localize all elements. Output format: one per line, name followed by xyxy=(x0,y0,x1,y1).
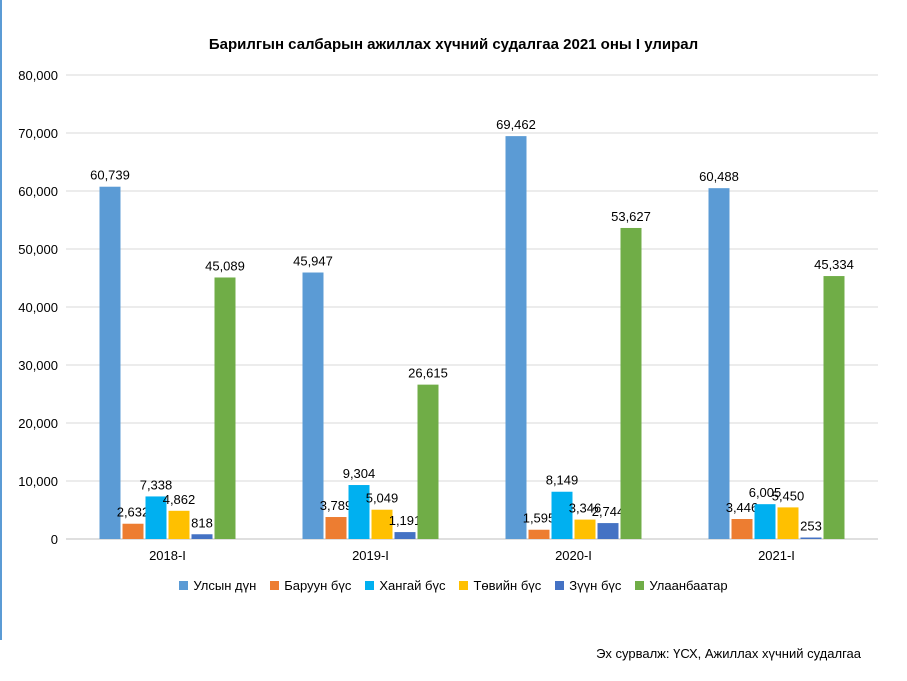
y-tick-label: 30,000 xyxy=(18,358,58,373)
data-label: 69,462 xyxy=(496,117,536,132)
y-tick-label: 60,000 xyxy=(18,184,58,199)
data-label: 818 xyxy=(191,515,213,530)
bar xyxy=(168,510,190,539)
bar xyxy=(551,491,573,539)
y-tick-label: 20,000 xyxy=(18,416,58,431)
bar xyxy=(823,276,845,539)
data-label: 2,744 xyxy=(592,504,625,519)
bar xyxy=(325,517,347,539)
y-tick-label: 80,000 xyxy=(18,68,58,83)
legend-label: Баруун бүс xyxy=(284,578,352,593)
bar xyxy=(620,227,642,540)
y-tick-label: 0 xyxy=(51,532,58,547)
legend-item: Төвийн бүс xyxy=(459,578,541,593)
legend-label: Зүүн бүс xyxy=(569,578,622,593)
data-label: 60,488 xyxy=(699,169,739,184)
data-label: 7,338 xyxy=(140,477,173,492)
x-tick-label: 2020-I xyxy=(555,548,592,563)
bar xyxy=(122,523,144,539)
bar xyxy=(708,188,730,539)
data-label: 26,615 xyxy=(408,366,448,381)
data-label: 53,627 xyxy=(611,209,651,224)
legend-swatch xyxy=(555,581,565,590)
data-label: 1,191 xyxy=(389,513,422,528)
data-label: 3,789 xyxy=(320,498,353,513)
bar xyxy=(371,509,393,539)
bar xyxy=(731,519,753,539)
legend-label: Улаанбаатар xyxy=(649,578,728,593)
legend-label: Улсын дүн xyxy=(193,578,257,593)
legend-swatch xyxy=(635,581,645,590)
bar xyxy=(505,136,527,539)
legend-swatch xyxy=(179,581,189,590)
legend-item: Баруун бүс xyxy=(270,578,351,593)
data-label: 45,947 xyxy=(293,254,333,269)
data-label: 253 xyxy=(800,519,822,534)
legend-item: Улаанбаатар xyxy=(635,578,728,593)
y-tick-label: 50,000 xyxy=(18,242,58,257)
data-label: 9,304 xyxy=(343,466,376,481)
y-tick-label: 10,000 xyxy=(18,474,58,489)
legend-item: Зүүн бүс xyxy=(555,578,621,593)
chart-legend: Улсын дүн Баруун бүс Хангай бүс Төвийн бүс З… xyxy=(0,578,907,593)
data-label: 2,632 xyxy=(117,505,150,520)
data-label: 60,739 xyxy=(90,168,130,183)
bar xyxy=(302,272,324,539)
data-label: 5,450 xyxy=(772,488,805,503)
bar xyxy=(214,277,236,539)
bar xyxy=(800,537,822,539)
data-label: 5,049 xyxy=(366,491,399,506)
bar xyxy=(597,523,619,539)
bar xyxy=(777,507,799,539)
bar xyxy=(417,384,439,539)
data-label: 4,862 xyxy=(163,492,196,507)
x-tick-label: 2021-I xyxy=(758,548,795,563)
x-tick-label: 2019-I xyxy=(352,548,389,563)
y-tick-label: 70,000 xyxy=(18,126,58,141)
x-tick-label: 2018-I xyxy=(149,548,186,563)
bar xyxy=(191,534,213,539)
chart-title: Барилгын салбарын ажиллах хүчний судалга… xyxy=(208,36,699,53)
bar xyxy=(348,485,370,539)
legend-label: Хангай бүс xyxy=(379,578,446,593)
data-label: 8,149 xyxy=(546,473,579,488)
y-tick-label: 40,000 xyxy=(18,300,58,315)
bar xyxy=(394,532,416,539)
bar xyxy=(145,496,167,539)
data-label: 45,089 xyxy=(205,258,245,273)
legend-swatch xyxy=(459,581,469,590)
bar xyxy=(528,529,550,539)
bar xyxy=(99,186,121,539)
legend-item: Улсын дүн xyxy=(179,578,256,593)
bar xyxy=(574,519,596,539)
legend-label: Төвийн бүс xyxy=(473,578,542,593)
data-label: 45,334 xyxy=(814,257,854,272)
bar xyxy=(754,504,776,539)
data-label: 6,005 xyxy=(749,485,782,500)
left-accent-rule xyxy=(0,0,2,640)
data-label: 3,346 xyxy=(569,501,602,516)
data-label: 1,595 xyxy=(523,511,556,526)
source-note: Эх сурвалж: ҮСХ, Ажиллах хүчний судалгаа xyxy=(596,646,861,661)
legend-item: Хангай бүс xyxy=(365,578,445,593)
data-label: 3,446 xyxy=(726,500,759,515)
legend-swatch xyxy=(270,581,280,590)
legend-swatch xyxy=(365,581,375,590)
